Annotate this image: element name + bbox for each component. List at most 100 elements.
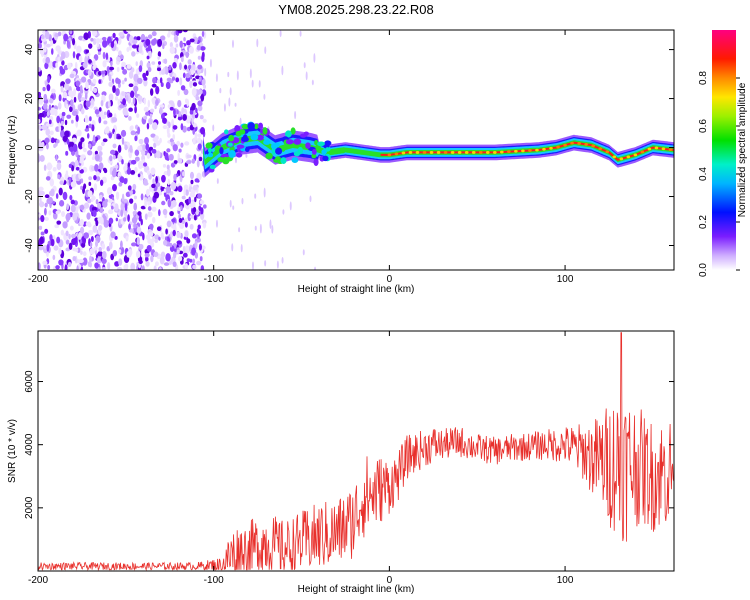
noise-speckle bbox=[209, 58, 212, 68]
noise-speckle bbox=[38, 42, 42, 49]
noise-speckle bbox=[145, 38, 151, 47]
noise-speckle bbox=[38, 91, 42, 97]
noise-speckle bbox=[49, 178, 55, 187]
noise-speckle bbox=[197, 224, 201, 230]
ridge-blob bbox=[317, 141, 325, 147]
noise-speckle bbox=[192, 206, 197, 213]
noise-speckle bbox=[202, 221, 207, 229]
noise-speckle bbox=[196, 228, 200, 234]
noise-speckle bbox=[147, 99, 151, 108]
ridge-blob bbox=[224, 129, 229, 135]
noise-speckle bbox=[90, 98, 95, 106]
noise-speckle bbox=[185, 189, 189, 196]
noise-speckle bbox=[130, 170, 136, 175]
noise-speckle bbox=[45, 176, 51, 181]
noise-speckle bbox=[94, 262, 99, 269]
ridge-blob bbox=[250, 133, 259, 141]
noise-speckle bbox=[80, 185, 83, 190]
noise-speckle bbox=[228, 97, 231, 107]
noise-speckle bbox=[186, 258, 191, 263]
noise-speckle bbox=[264, 46, 267, 54]
noise-speckle bbox=[147, 44, 152, 51]
noise-speckle bbox=[144, 213, 148, 220]
noise-speckle bbox=[182, 245, 186, 254]
noise-speckle bbox=[98, 162, 104, 170]
noise-speckle bbox=[156, 150, 161, 159]
noise-speckle bbox=[101, 243, 106, 250]
noise-speckle bbox=[136, 236, 141, 246]
noise-speckle bbox=[162, 125, 168, 130]
spectrogram-y-tick-label: -40 bbox=[24, 238, 35, 253]
noise-speckle bbox=[120, 209, 124, 217]
noise-speckle bbox=[190, 69, 195, 76]
noise-speckle bbox=[160, 232, 164, 239]
noise-speckle bbox=[134, 135, 138, 142]
noise-speckle bbox=[87, 69, 92, 77]
noise-speckle bbox=[120, 202, 125, 211]
noise-speckle bbox=[183, 88, 189, 96]
noise-speckle bbox=[42, 260, 48, 266]
noise-speckle bbox=[87, 190, 93, 198]
noise-speckle bbox=[130, 159, 137, 165]
noise-speckle bbox=[108, 217, 114, 225]
ridge-blob bbox=[281, 146, 286, 152]
noise-speckle bbox=[176, 109, 179, 115]
ridge-peak-dot bbox=[450, 151, 455, 154]
noise-speckle bbox=[126, 250, 132, 258]
noise-speckle bbox=[148, 117, 153, 125]
noise-speckle bbox=[101, 266, 106, 270]
noise-speckle bbox=[38, 244, 44, 251]
noise-speckle bbox=[195, 96, 200, 101]
noise-speckle bbox=[38, 112, 45, 118]
noise-speckle bbox=[72, 212, 78, 221]
noise-speckle bbox=[197, 55, 201, 60]
noise-speckle bbox=[40, 215, 45, 223]
noise-speckle bbox=[149, 223, 154, 230]
noise-speckle bbox=[44, 202, 48, 208]
noise-speckle bbox=[44, 137, 50, 144]
noise-speckle bbox=[65, 247, 71, 252]
colorbar-tick-label: 0.0 bbox=[698, 263, 709, 277]
noise-speckle bbox=[64, 83, 68, 90]
noise-speckle bbox=[238, 227, 241, 233]
noise-speckle bbox=[169, 191, 174, 196]
noise-speckle bbox=[62, 135, 68, 142]
noise-speckle bbox=[184, 230, 189, 238]
noise-speckle bbox=[86, 212, 91, 220]
noise-speckle bbox=[172, 144, 178, 152]
noise-speckle bbox=[87, 150, 93, 156]
noise-speckle bbox=[65, 103, 69, 110]
noise-speckle bbox=[101, 114, 107, 120]
noise-speckle bbox=[188, 46, 194, 54]
noise-speckle bbox=[145, 111, 150, 116]
noise-speckle bbox=[159, 35, 166, 41]
noise-speckle bbox=[94, 240, 99, 247]
noise-speckle bbox=[192, 82, 198, 87]
noise-speckle bbox=[112, 143, 117, 149]
snr-y-tick-label: 2000 bbox=[24, 496, 35, 519]
noise-speckle bbox=[151, 148, 157, 154]
snr-y-tick-label: 6000 bbox=[24, 370, 35, 393]
noise-speckle bbox=[45, 56, 51, 64]
noise-speckle bbox=[215, 219, 218, 228]
noise-speckle bbox=[128, 115, 132, 121]
noise-speckle bbox=[70, 204, 76, 213]
noise-speckle bbox=[64, 264, 68, 270]
colorbar-ticks: 0.0 0.2 0.4 0.6 0.8 bbox=[698, 71, 740, 277]
colorbar-tick-label: 0.4 bbox=[698, 167, 709, 181]
noise-speckle bbox=[282, 209, 285, 215]
noise-speckle bbox=[191, 158, 196, 164]
noise-speckle bbox=[192, 264, 197, 270]
noise-speckle bbox=[163, 262, 170, 266]
noise-speckle bbox=[72, 143, 78, 153]
noise-speckle bbox=[173, 108, 176, 117]
ridge-peak-dot bbox=[605, 150, 610, 154]
noise-speckle bbox=[178, 255, 183, 262]
noise-speckle bbox=[97, 250, 103, 257]
snr-series-line bbox=[38, 332, 674, 571]
noise-speckle bbox=[101, 36, 107, 41]
noise-speckle bbox=[189, 80, 193, 89]
spectrogram-x-tick-label: -100 bbox=[204, 274, 224, 285]
noise-speckle bbox=[88, 181, 92, 187]
ridge-blob bbox=[245, 147, 250, 153]
